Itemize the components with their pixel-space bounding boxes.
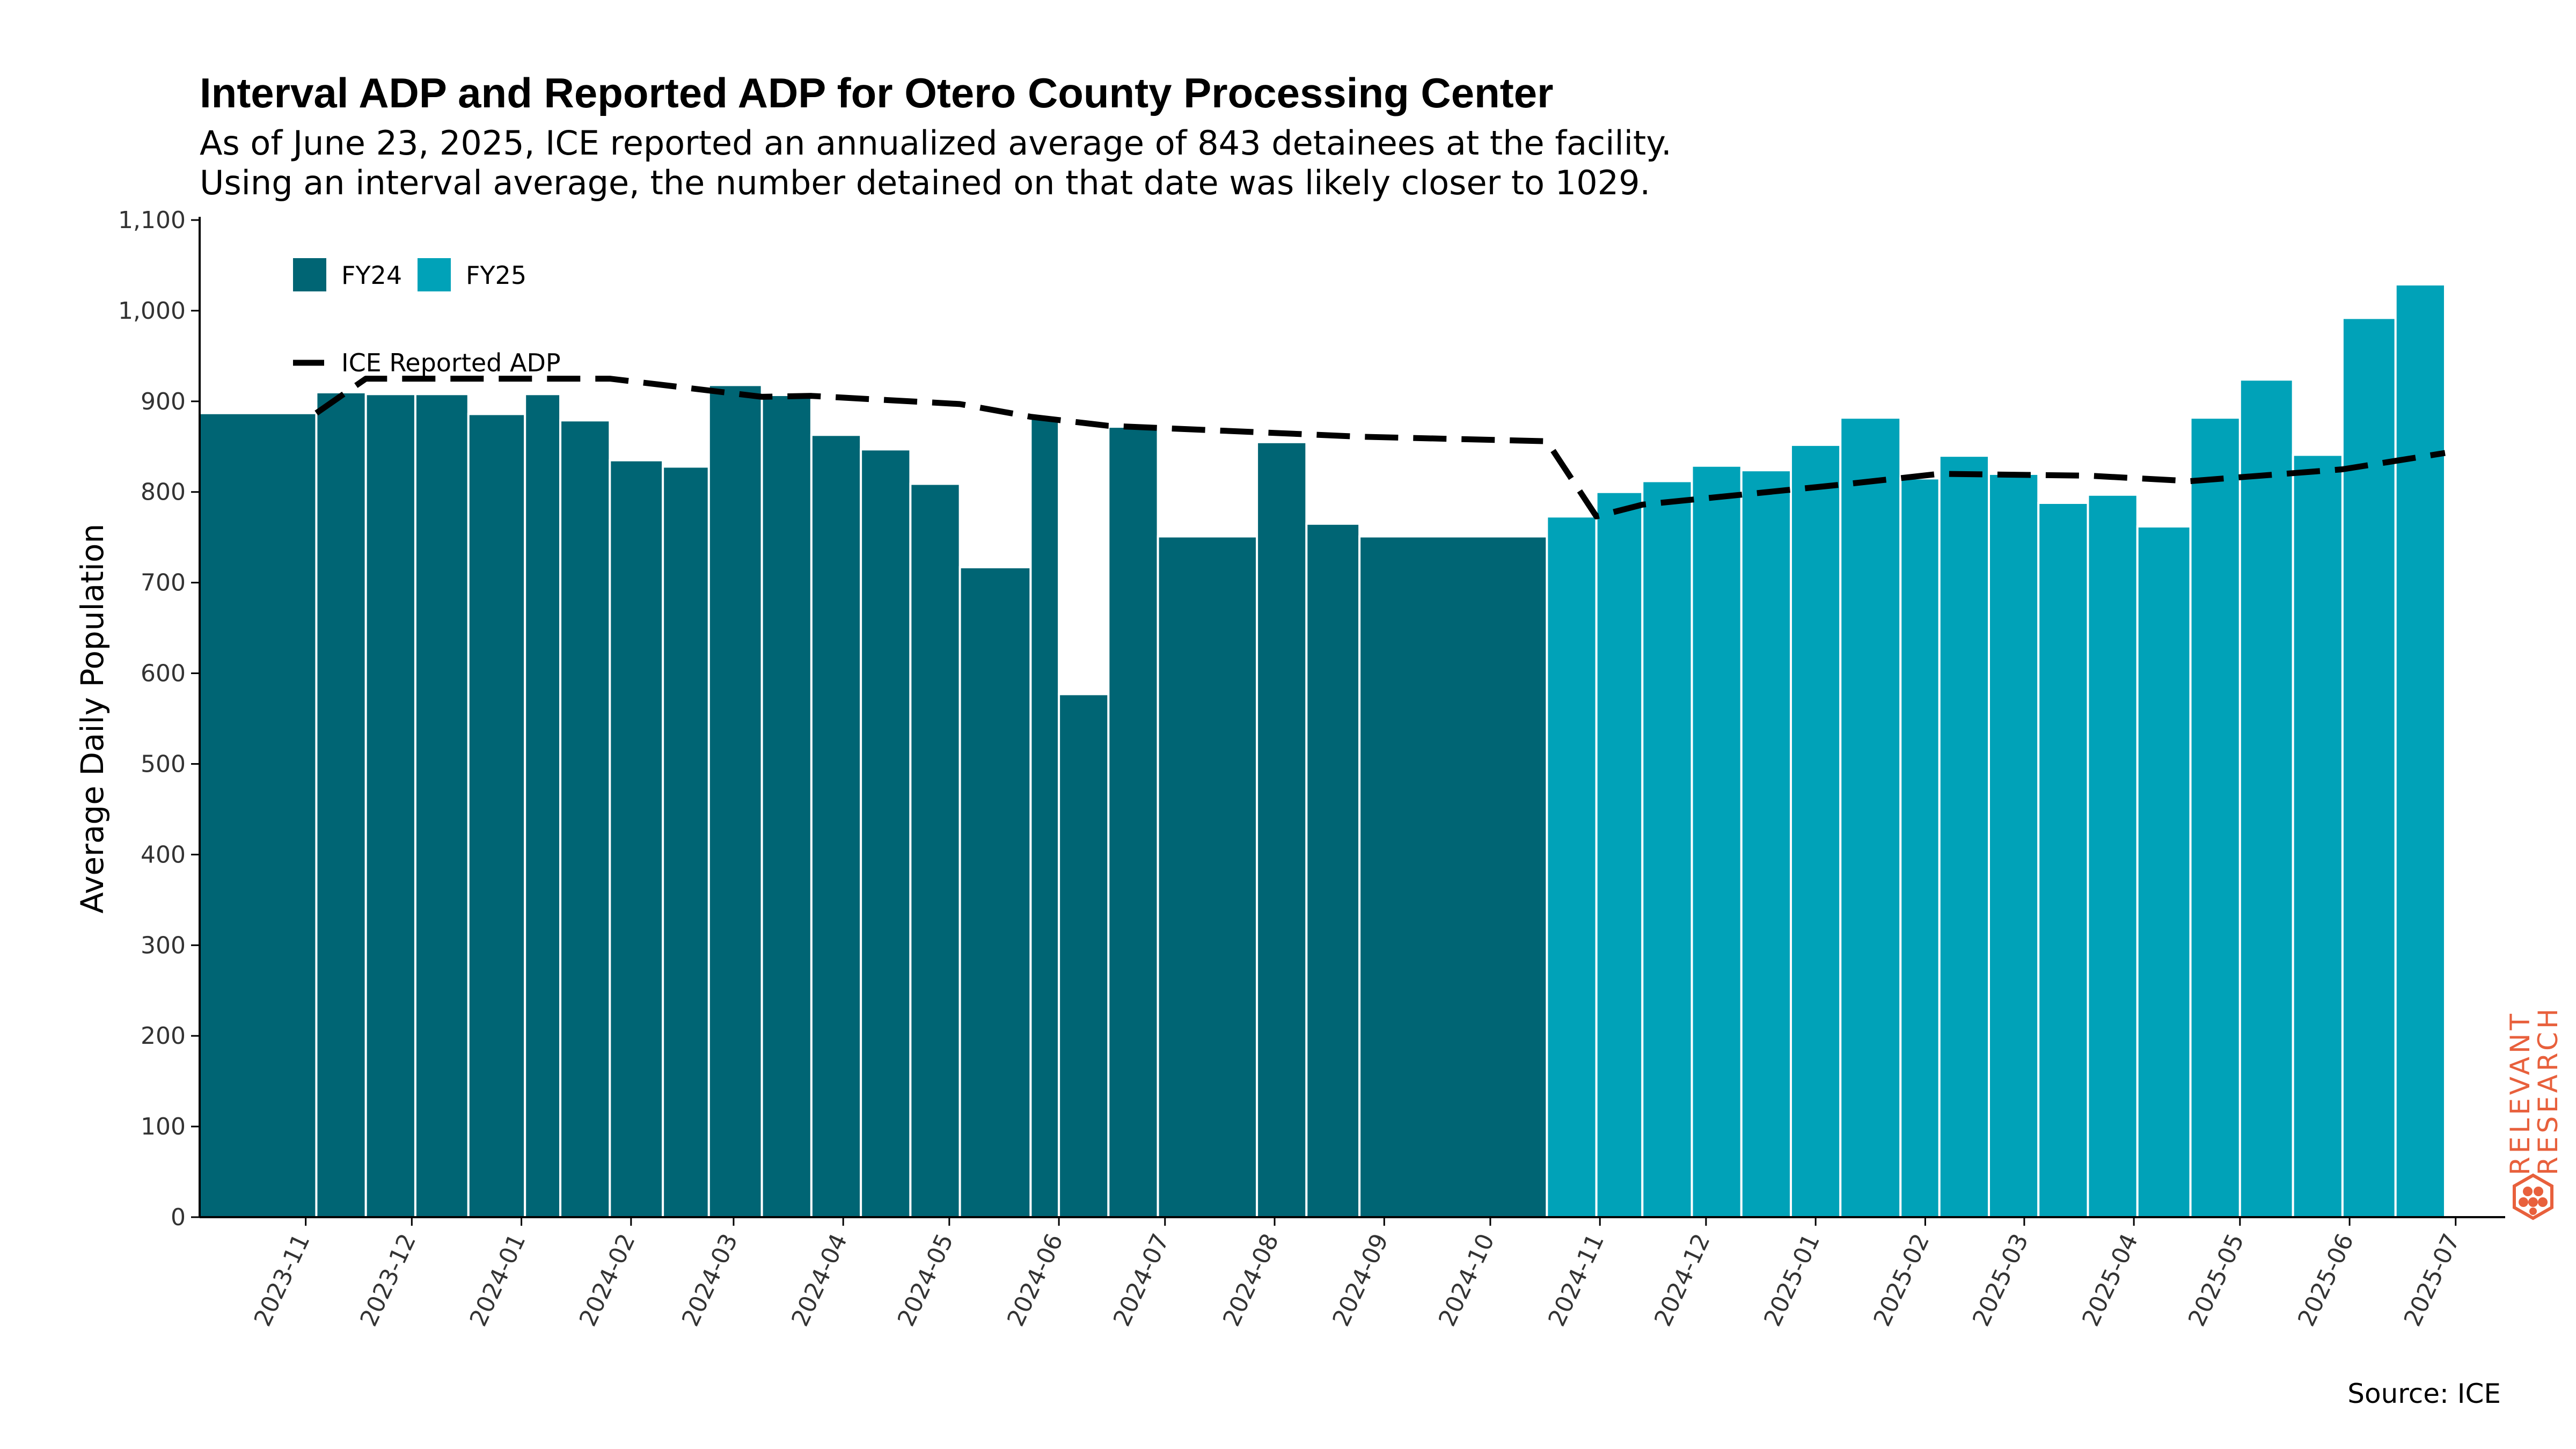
reported-adp-line <box>314 376 2446 519</box>
bar-fy24-9 <box>707 384 763 1218</box>
chart-subtitle-line-2: Using an interval average, the number de… <box>200 163 1651 202</box>
legend-label-fy25: FY25 <box>466 261 526 290</box>
bar-fy24-15 <box>1029 416 1060 1218</box>
bar-fy24-3 <box>414 393 470 1219</box>
bar-fy24-1 <box>315 391 367 1218</box>
bar-fy25-11 <box>2087 493 2139 1218</box>
bar-fy25-7 <box>1899 477 1941 1219</box>
y-tick-label: 300 <box>141 932 186 959</box>
bar-fy25-9 <box>1988 472 2040 1218</box>
x-tick-label: 2024-09 <box>1327 1230 1394 1330</box>
bar-fy24-11 <box>810 434 862 1218</box>
chart-title: Interval ADP and Reported ADP for Otero … <box>200 69 1554 116</box>
y-tick-label: 400 <box>141 841 186 868</box>
bar-fy24-12 <box>860 448 912 1219</box>
bar-fy25-8 <box>1938 455 1990 1218</box>
y-tick-label: 600 <box>141 660 186 687</box>
bar-fy25-14 <box>2238 378 2294 1218</box>
bar-fy25-16 <box>2341 317 2397 1218</box>
x-tick-label: 2024-02 <box>574 1230 641 1330</box>
bar-fy24-14 <box>958 566 1032 1218</box>
x-tick-label: 2024-03 <box>677 1230 743 1330</box>
bar-fy25-1 <box>1595 491 1644 1218</box>
legend-swatch-fy25 <box>418 258 451 291</box>
logo-wordmark: RELEVANT RESEARCH <box>2505 998 2565 1175</box>
y-tick-label: 200 <box>141 1022 186 1050</box>
legend-label-fy24: FY24 <box>341 261 402 290</box>
y-axis-label: Average Daily Population <box>74 524 111 914</box>
bar-fy25-5 <box>1790 443 1842 1218</box>
x-tick-label: 2024-01 <box>465 1230 531 1330</box>
bar-fy24-20 <box>1305 522 1361 1218</box>
bar-fy24-7 <box>609 459 664 1218</box>
x-tick-label: 2023-12 <box>355 1230 421 1330</box>
bar-fy24-6 <box>559 419 611 1218</box>
bar-fy25-17 <box>2394 283 2446 1219</box>
legend: FY24 FY25 ICE Reported ADP <box>293 258 561 377</box>
bar-fy25-0 <box>1546 515 1598 1218</box>
x-tick-label: 2025-06 <box>2293 1230 2359 1330</box>
bar-fy24-13 <box>909 482 961 1218</box>
bar-fy25-12 <box>2136 525 2192 1218</box>
x-tick-label: 2024-08 <box>1218 1230 1284 1330</box>
legend-label-reported-adp: ICE Reported ADP <box>341 348 561 377</box>
x-tick-label: 2024-10 <box>1433 1230 1500 1330</box>
y-tick-label: 1,100 <box>118 207 186 234</box>
bar-fy24-0 <box>199 412 318 1218</box>
x-tick-label: 2023-11 <box>249 1230 316 1330</box>
y-tick-label: 0 <box>171 1204 186 1231</box>
bar-fy24-18 <box>1157 535 1258 1219</box>
bar-fy24-4 <box>467 413 526 1218</box>
x-tick-label: 2024-11 <box>1543 1230 1609 1330</box>
x-tick-label: 2024-07 <box>1108 1230 1175 1330</box>
bar-fy25-15 <box>2292 453 2344 1219</box>
x-tick-label: 2025-04 <box>2077 1230 2143 1330</box>
bar-fy25-6 <box>1839 416 1902 1218</box>
y-tick-label: 100 <box>141 1113 186 1140</box>
logo-line-2: RESEARCH <box>2533 1005 2564 1175</box>
y-tick-label: 700 <box>141 569 186 597</box>
y-tick-label: 900 <box>141 388 186 415</box>
y-tick-label: 500 <box>141 750 186 778</box>
bar-fy24-10 <box>760 393 813 1219</box>
chart-subtitle-line-1: As of June 23, 2025, ICE reported an ann… <box>200 123 1672 163</box>
logo-line-1: RELEVANT <box>2505 1011 2536 1175</box>
bar-fy24-16 <box>1058 693 1110 1218</box>
x-tick-label: 2025-01 <box>1759 1230 1825 1330</box>
x-tick-label: 2025-02 <box>1868 1230 1935 1330</box>
x-tick-label: 2025-05 <box>2183 1230 2250 1330</box>
legend-swatch-fy24 <box>293 258 326 291</box>
bar-fy25-10 <box>2037 501 2089 1218</box>
bar-fy25-4 <box>1740 469 1792 1218</box>
x-tick-label: 2024-05 <box>892 1230 959 1330</box>
x-tick-label: 2024-04 <box>786 1230 853 1330</box>
bar-fy24-2 <box>364 393 416 1219</box>
relevant-research-logo-icon <box>2513 1173 2553 1220</box>
x-tick-label: 2024-06 <box>1002 1230 1069 1330</box>
bar-fy25-2 <box>1641 480 1693 1219</box>
bar-fy25-13 <box>2189 416 2241 1218</box>
source-note: Source: ICE <box>2347 1378 2501 1409</box>
reported-adp-line-group <box>314 376 2446 519</box>
y-tick-label: 1,000 <box>118 297 186 325</box>
bar-fy24-8 <box>662 465 710 1218</box>
bar-fy24-21 <box>1358 535 1548 1219</box>
bar-fy24-17 <box>1107 426 1159 1219</box>
bar-group <box>199 283 2446 1219</box>
bar-fy25-3 <box>1690 464 1743 1218</box>
x-tick-label: 2025-07 <box>2399 1230 2465 1330</box>
bar-fy24-5 <box>524 393 562 1219</box>
y-tick-label: 800 <box>141 479 186 506</box>
x-tick-label: 2024-12 <box>1649 1230 1716 1330</box>
bar-fy24-19 <box>1256 441 1308 1218</box>
x-tick-label: 2025-03 <box>1967 1230 2034 1330</box>
